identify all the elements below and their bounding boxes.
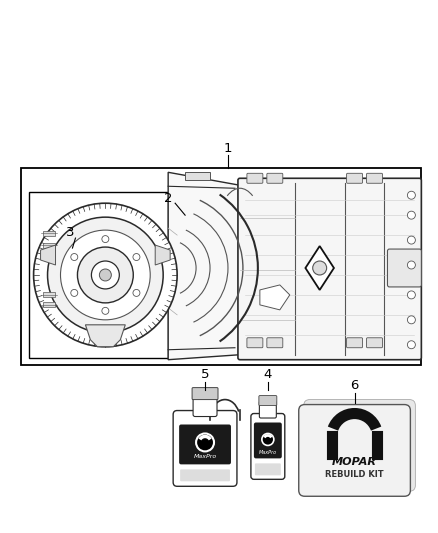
Circle shape	[196, 433, 214, 451]
FancyBboxPatch shape	[247, 338, 263, 348]
Bar	[28, 192, 168, 358]
Text: REBUILD KIT: REBUILD KIT	[325, 470, 384, 479]
Circle shape	[407, 316, 415, 324]
FancyBboxPatch shape	[251, 414, 285, 479]
FancyBboxPatch shape	[299, 405, 410, 496]
Text: MOPAR: MOPAR	[332, 457, 377, 467]
Circle shape	[262, 433, 274, 446]
Circle shape	[407, 341, 415, 349]
FancyBboxPatch shape	[346, 173, 363, 183]
FancyBboxPatch shape	[254, 423, 282, 458]
FancyBboxPatch shape	[304, 400, 415, 491]
Text: MaxPro: MaxPro	[194, 454, 217, 459]
FancyBboxPatch shape	[173, 410, 237, 486]
Text: 4: 4	[264, 368, 272, 381]
Polygon shape	[305, 246, 334, 290]
Text: 1: 1	[224, 142, 232, 155]
Circle shape	[102, 236, 109, 243]
Circle shape	[133, 289, 140, 296]
Circle shape	[60, 230, 150, 320]
FancyBboxPatch shape	[367, 173, 382, 183]
Circle shape	[48, 217, 163, 333]
Circle shape	[78, 247, 133, 303]
Polygon shape	[155, 245, 170, 265]
FancyBboxPatch shape	[193, 394, 217, 416]
Polygon shape	[260, 285, 290, 310]
Circle shape	[407, 291, 415, 299]
Polygon shape	[168, 172, 240, 360]
FancyBboxPatch shape	[179, 424, 231, 464]
Text: 2: 2	[164, 192, 173, 205]
Bar	[42, 243, 54, 247]
FancyBboxPatch shape	[238, 178, 421, 360]
Bar	[42, 302, 54, 308]
FancyBboxPatch shape	[267, 173, 283, 183]
Circle shape	[71, 289, 78, 296]
FancyBboxPatch shape	[367, 338, 382, 348]
Circle shape	[102, 308, 109, 314]
Text: 5: 5	[201, 368, 209, 381]
FancyBboxPatch shape	[247, 173, 263, 183]
Polygon shape	[185, 172, 210, 180]
FancyBboxPatch shape	[259, 395, 277, 406]
FancyBboxPatch shape	[346, 338, 363, 348]
Circle shape	[99, 269, 111, 281]
Circle shape	[92, 261, 119, 289]
Text: 3: 3	[66, 225, 75, 239]
FancyBboxPatch shape	[255, 463, 281, 475]
FancyBboxPatch shape	[259, 401, 276, 418]
Polygon shape	[41, 245, 56, 265]
Circle shape	[71, 254, 78, 261]
Bar	[21, 168, 421, 365]
Polygon shape	[85, 325, 125, 347]
FancyBboxPatch shape	[388, 249, 421, 287]
FancyBboxPatch shape	[267, 338, 283, 348]
FancyBboxPatch shape	[180, 470, 230, 481]
Circle shape	[407, 211, 415, 219]
Circle shape	[407, 236, 415, 244]
Text: MaxPro: MaxPro	[259, 450, 277, 455]
FancyBboxPatch shape	[192, 387, 218, 400]
Circle shape	[133, 254, 140, 261]
Circle shape	[34, 203, 177, 347]
Bar	[42, 231, 54, 236]
Bar	[42, 293, 54, 297]
Circle shape	[407, 191, 415, 199]
Text: 6: 6	[350, 379, 359, 392]
Circle shape	[313, 261, 327, 275]
Circle shape	[407, 261, 415, 269]
